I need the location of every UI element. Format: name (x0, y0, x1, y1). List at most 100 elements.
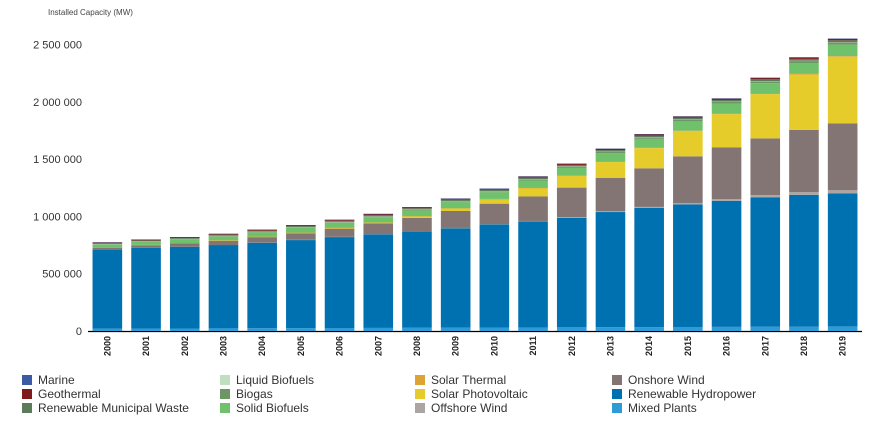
bar-segment (789, 58, 819, 61)
bar-segment (363, 222, 394, 224)
bar-segment (169, 243, 200, 247)
x-tick-label: 2003 (219, 336, 229, 356)
x-tick-label: 2016 (722, 336, 732, 356)
legend-item-renewable-hydropower: Renewable Hydropower (612, 386, 756, 402)
bar-segment (750, 326, 781, 331)
legend-label: Mixed Plants (628, 401, 697, 415)
bar-segment (673, 116, 703, 118)
bar-segment (363, 216, 394, 218)
bar-segment (324, 219, 355, 221)
x-tick-label: 2018 (799, 336, 809, 356)
x-tick-label: 2007 (373, 336, 383, 356)
bar-segment (440, 208, 471, 211)
bar-segment (324, 222, 355, 223)
bar-segment (402, 207, 432, 209)
bar-segment (479, 191, 510, 193)
bar-segment (131, 239, 161, 241)
legend-swatch-offshore-wind (415, 403, 425, 413)
bar-segment (324, 228, 355, 237)
bar-segment (92, 247, 123, 250)
legend-label: Solar Thermal (431, 373, 507, 387)
bar-segment (324, 222, 355, 228)
bar-segment (479, 188, 510, 190)
x-tick-label: 2001 (141, 336, 151, 356)
bar-segment (169, 238, 200, 239)
bar-segment (440, 228, 471, 328)
bar-segment (595, 327, 626, 331)
bar-segment (827, 193, 858, 327)
bar-segment (673, 131, 703, 157)
bar-segment (518, 327, 548, 331)
bar-segment (827, 123, 858, 191)
bar-segment (92, 244, 123, 248)
legend: Marine Geothermal Renewable Municipal Wa… (22, 372, 862, 420)
bar-segment (556, 327, 587, 331)
bar-segment (827, 56, 858, 57)
legend-swatch-onshore-wind (612, 375, 622, 385)
bar-segment (518, 180, 548, 188)
y-axis-ticks: 0 500 000 1 000 000 1 500 000 2 000 000 2 500… (33, 39, 82, 338)
bar-segment (169, 328, 200, 331)
legend-swatch-biogas (220, 389, 230, 399)
legend-swatch-marine (22, 375, 32, 385)
bar-segment (92, 243, 123, 244)
legend-swatch-mixed-plants (612, 403, 622, 413)
stacked-bar-chart: Installed Capacity (MW) 0 500 000 1 000 00… (33, 8, 862, 356)
bar-segment (634, 206, 664, 208)
legend-item-solar-thermal: Solar Thermal (415, 372, 506, 388)
bar-segment (595, 153, 626, 162)
bar-segment (402, 208, 432, 210)
bar-segment (440, 198, 471, 200)
legend-swatch-renewable-municipal-waste (22, 403, 32, 413)
x-tick-label: 2004 (257, 336, 267, 356)
bar-segment (789, 326, 819, 331)
bar-segment (711, 199, 742, 201)
bar-segment (750, 77, 781, 80)
bar-segment (595, 151, 626, 154)
bar-segment (750, 138, 781, 196)
legend-item-mixed-plants: Mixed Plants (612, 400, 697, 416)
bar-segment (324, 220, 355, 222)
bar-segment (440, 199, 471, 201)
bar-segment (169, 239, 200, 244)
y-tick-label: 2 000 000 (33, 97, 82, 109)
bar-segment (673, 326, 703, 331)
bar-segment (92, 242, 123, 244)
bar-segment (789, 57, 819, 59)
bar-segment (402, 217, 432, 232)
y-tick-label: 0 (76, 326, 82, 338)
x-tick-label: 2017 (760, 336, 770, 356)
bar-segment (479, 203, 510, 225)
legend-swatch-liquid-biofuels (220, 375, 230, 385)
legend-label: Renewable Municipal Waste (38, 401, 189, 415)
legend-swatch-solar-photovoltaic (415, 389, 425, 399)
legend-item-onshore-wind: Onshore Wind (612, 372, 705, 388)
bar-segment (750, 197, 781, 327)
bar-segment (286, 233, 316, 240)
bar-segment (556, 217, 587, 328)
bar-segment (789, 192, 819, 195)
bar-segment (402, 216, 432, 218)
bar-segment (789, 60, 819, 64)
bar-segment (634, 168, 664, 207)
bar-segment (789, 63, 819, 74)
bar-segment (634, 148, 664, 169)
bar-segment (595, 211, 626, 213)
bar-segment (324, 227, 355, 229)
bar-segment (789, 73, 819, 75)
bar-segment (247, 230, 277, 232)
bar-segment (208, 328, 239, 331)
bar-segment (440, 327, 471, 331)
bar-segment (363, 213, 394, 215)
bar-segment (711, 103, 742, 114)
legend-label: Geothermal (38, 387, 101, 401)
bar-segment (556, 217, 587, 218)
bar-segment (711, 98, 742, 100)
bar-segment (556, 164, 587, 167)
bar-segment (247, 237, 277, 243)
bar-segment (556, 167, 587, 176)
bar-segment (286, 227, 316, 233)
bar-segment (479, 224, 510, 328)
legend-item-geothermal: Geothermal (22, 386, 101, 402)
bar-segment (286, 227, 316, 228)
